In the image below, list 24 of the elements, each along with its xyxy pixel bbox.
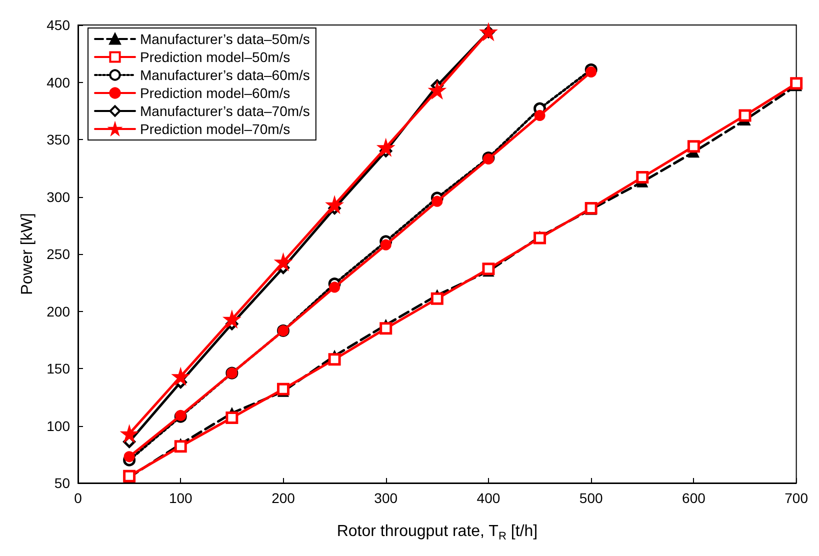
x-tick-label: 100 xyxy=(168,490,193,506)
y-tick-label: 300 xyxy=(46,188,70,205)
legend-label: Manufacturer’s data–60m/s xyxy=(140,67,310,83)
legend-label: Prediction model–60m/s xyxy=(140,85,290,101)
legend-label: Manufacturer’s data–50m/s xyxy=(140,31,310,47)
x-tick-label: 500 xyxy=(579,490,603,506)
y-tick-label: 350 xyxy=(46,132,70,148)
x-tick-label: 200 xyxy=(272,490,296,506)
y-tick-label: 200 xyxy=(46,303,70,320)
y-tick-label: 450 xyxy=(46,17,70,33)
legend-label: Prediction model–50m/s xyxy=(140,49,290,65)
y-tick-label: 400 xyxy=(46,74,70,90)
x-tick-label: 300 xyxy=(374,490,398,506)
x-tick-label: 600 xyxy=(682,490,706,506)
x-tick-label: 700 xyxy=(784,490,808,506)
x-tick-label: 0 xyxy=(74,490,82,506)
y-tick-label: 100 xyxy=(46,418,70,434)
y-tick-label: 250 xyxy=(46,246,70,262)
y-tick-label: 150 xyxy=(46,360,70,376)
y-tick-label: 50 xyxy=(54,475,70,491)
legend-label: Prediction model–70m/s xyxy=(140,121,290,137)
legend-label: Manufacturer’s data–70m/s xyxy=(140,103,310,119)
y-axis-title: Power [kW] xyxy=(19,213,36,295)
x-tick-label: 400 xyxy=(476,490,500,506)
